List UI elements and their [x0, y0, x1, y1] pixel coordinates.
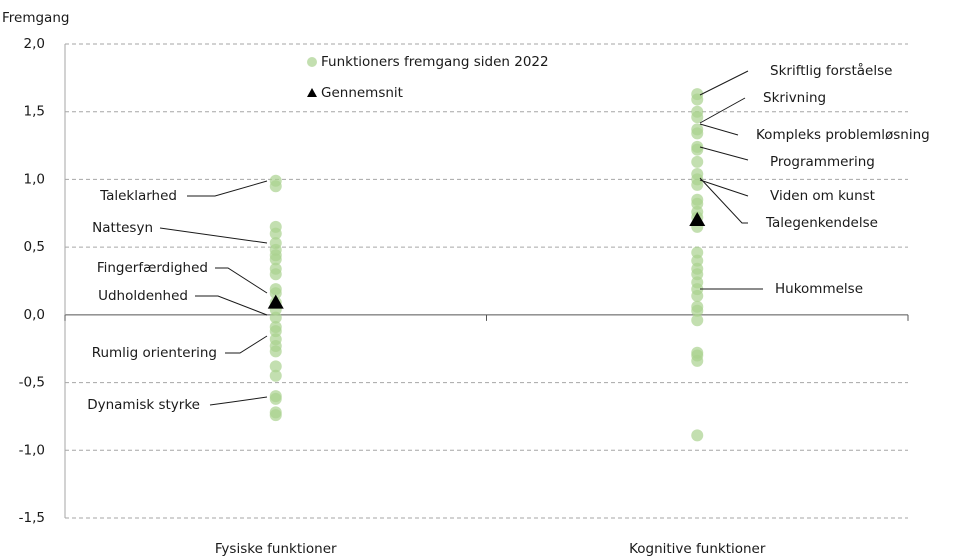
leader-line — [225, 335, 268, 354]
point — [691, 289, 704, 302]
point — [269, 345, 282, 358]
point — [269, 268, 282, 281]
point — [691, 304, 704, 317]
y-axis-title: Fremgang — [2, 10, 69, 26]
leader-line — [209, 396, 268, 406]
y-tick-label: -1,0 — [19, 442, 45, 458]
y-tick-label: 0,0 — [24, 307, 45, 323]
y-tick-label: 2,0 — [24, 36, 45, 52]
annotation: Taleklarhed — [99, 188, 177, 204]
legend-label: Funktioners fremgang siden 2022 — [321, 54, 549, 70]
annotation: Nattesyn — [92, 220, 153, 236]
legend-marker — [307, 88, 317, 97]
leader-line — [215, 267, 268, 294]
y-tick-label: -1,5 — [19, 510, 45, 526]
point — [269, 392, 282, 405]
x-tick-label: Kognitive funktioner — [629, 541, 766, 557]
annotation: Dynamisk styrke — [87, 397, 200, 413]
point — [691, 178, 704, 191]
mean-marker — [267, 294, 284, 309]
leader-line — [699, 97, 746, 124]
y-tick-label: 1,0 — [24, 171, 45, 187]
leader-line — [159, 227, 268, 244]
point — [691, 429, 704, 442]
leader-line — [699, 179, 749, 197]
y-tick-label: 0,5 — [24, 239, 45, 255]
leader-line — [195, 295, 268, 316]
annotation: Skriftlig forståelse — [770, 62, 892, 79]
point — [269, 369, 282, 382]
leader-line — [699, 70, 749, 96]
x-tick-label: Fysiske funktioner — [215, 541, 337, 557]
leader-line — [699, 177, 748, 224]
point — [269, 311, 282, 324]
annotation: Viden om kunst — [770, 188, 875, 204]
point — [269, 409, 282, 422]
annotation: Skrivning — [763, 90, 826, 106]
annotation: Udholdenhed — [98, 288, 188, 304]
point — [269, 180, 282, 193]
point — [691, 127, 704, 140]
y-tick-label: -0,5 — [19, 375, 45, 391]
annotation: Kompleks problemløsning — [756, 127, 930, 143]
point — [269, 287, 282, 300]
point — [691, 143, 704, 156]
legend-label: Gennemsnit — [321, 85, 403, 101]
point — [691, 354, 704, 367]
point — [691, 314, 704, 327]
y-tick-label: 1,5 — [24, 104, 45, 120]
point — [269, 253, 282, 266]
annotation: Rumlig orientering — [92, 345, 217, 361]
annotation: Talegenkendelse — [765, 215, 878, 231]
point — [691, 155, 704, 168]
mean-marker — [689, 212, 706, 227]
leader-line — [699, 123, 739, 136]
point — [269, 227, 282, 240]
leader-line — [187, 180, 268, 197]
point — [691, 111, 704, 124]
point — [691, 93, 704, 106]
annotation: Hukommelse — [775, 281, 863, 297]
annotation: Programmering — [770, 154, 875, 170]
annotation: Fingerfærdighed — [97, 260, 208, 276]
leader-line — [699, 146, 749, 161]
point — [269, 360, 282, 373]
legend-marker — [307, 57, 317, 67]
